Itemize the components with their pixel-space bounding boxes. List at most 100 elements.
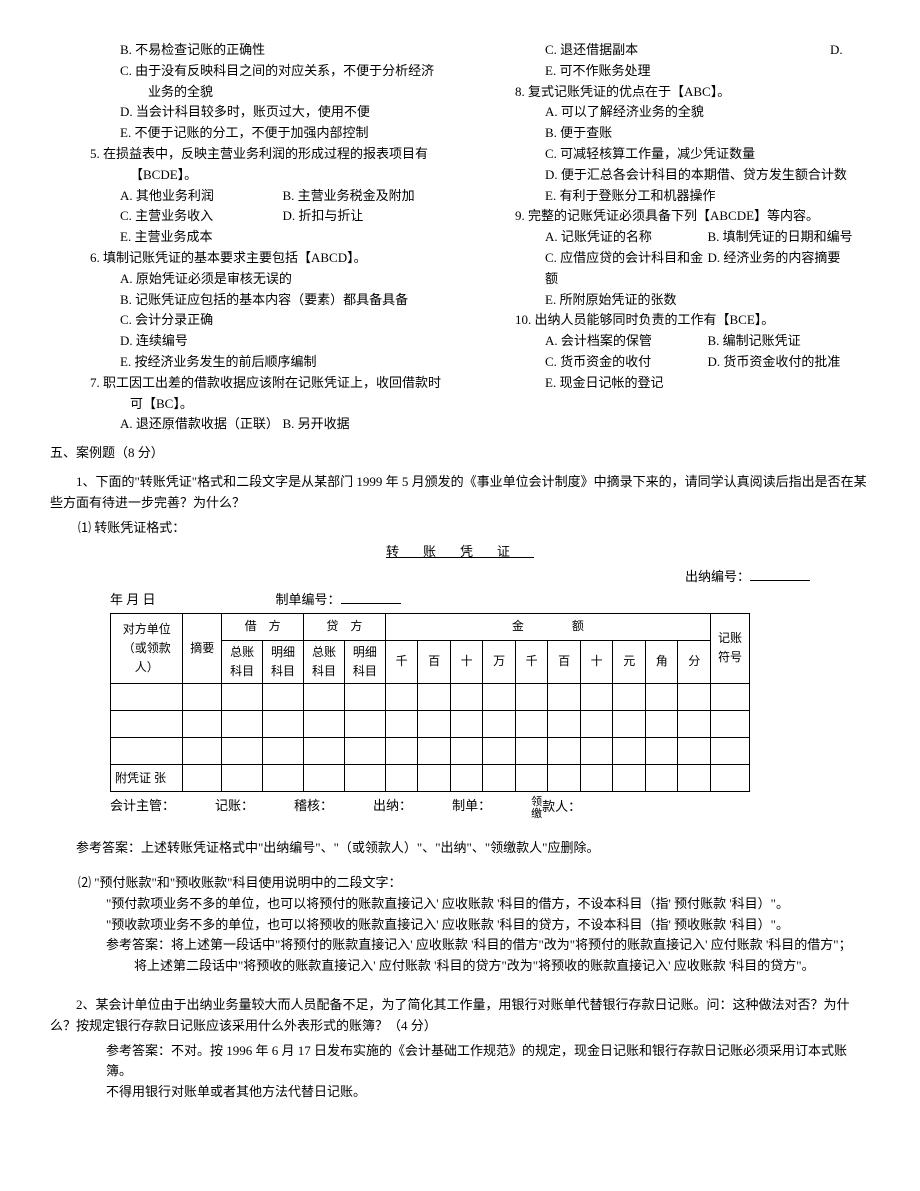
q4-opt-d: D. 当会计科目较多时，账页过大，使用不便 [50, 102, 445, 123]
th-credit-sub: 明细科目 [344, 640, 385, 683]
q4-opt-e: E. 不便于记账的分工，不便于加强内部控制 [50, 123, 445, 144]
case1-answer1: 参考答案：上述转账凭证格式中"出纳编号"、"（或领款人）"、"出纳"、"领缴款人… [50, 838, 870, 859]
th-shi: 十 [450, 640, 483, 683]
voucher-date-row: 年 月 日 制单编号： [110, 590, 810, 611]
q4-opt-b: B. 不易检查记账的正确性 [50, 40, 445, 61]
voucher-title: 转账凭证 [50, 542, 870, 563]
th-shi2: 十 [580, 640, 613, 683]
th-yuan: 元 [613, 640, 646, 683]
sign-row: 会计主管： 记账： 稽核： 出纳： 制单： 领缴款人： [110, 796, 810, 820]
case2-ans1: 参考答案：不对。按 1996 年 6 月 17 日发布实施的《会计基础工作规范》… [50, 1041, 870, 1083]
q9-a: A. 记账凭证的名称 [545, 227, 708, 248]
q5-stem: 5. 在损益表中，反映主营业务利润的形成过程的报表项目有【BCDE】。 [90, 144, 445, 186]
th-bai2: 百 [548, 640, 581, 683]
q4-opt-c: C. 由于没有反映科目之间的对应关系，不便于分析经济业务的全貌 [78, 61, 445, 103]
q10-row1: A. 会计档案的保管 B. 编制记账凭证 [475, 331, 870, 352]
q10-b: B. 编制记账凭证 [708, 331, 871, 352]
q6-b: B. 记账凭证应包括的基本内容（要素）都具备具备 [50, 290, 445, 311]
attach-cell: 附凭证 张 [111, 765, 183, 792]
th-amount: 金 额 [385, 613, 710, 640]
right-column: C. 退还借据副本 D. E. 可不作账务处理 8. 复式记账凭证的优点在于【A… [475, 40, 870, 435]
q6-d: D. 连续编号 [50, 331, 445, 352]
payee-bot: 缴 [531, 808, 542, 820]
q10-a: A. 会计档案的保管 [545, 331, 708, 352]
th-debit-gl: 总账科目 [222, 640, 263, 683]
q5-d: D. 折扣与折让 [283, 206, 446, 227]
th-jiao: 角 [645, 640, 678, 683]
th-debit: 借 方 [222, 613, 304, 640]
q7-d: D. [830, 40, 870, 61]
date-label: 年 月 日 [110, 590, 156, 611]
q5-e: E. 主营业务成本 [50, 227, 445, 248]
make-no-label: 制单编号： [276, 592, 341, 607]
sign-supervisor: 会计主管： [110, 796, 175, 820]
case1-text2a: "预付款项业务不多的单位，也可以将预付的账款直接记入' 应收账款 '科目的借方，… [50, 894, 870, 915]
q10-c: C. 货币资金的收付 [545, 352, 708, 373]
th-bai: 百 [418, 640, 451, 683]
th-debit-sub: 明细科目 [263, 640, 304, 683]
section-5-title: 五、案例题（8 分） [50, 443, 870, 464]
case1-text2b: "预收款项业务不多的单位，也可以将预收的账款直接记入' 应收账款 '科目的贷方，… [50, 915, 870, 936]
q9-row1: A. 记账凭证的名称 B. 填制凭证的日期和编号 [475, 227, 870, 248]
q6-e: E. 按经济业务发生的前后顺序编制 [50, 352, 445, 373]
q8-a: A. 可以了解经济业务的全貌 [475, 102, 870, 123]
case2-ans2: 不得用银行对账单或者其他方法代替日记账。 [50, 1082, 870, 1103]
q9-stem: 9. 完整的记账凭证必须具备下列【ABCDE】等内容。 [475, 206, 870, 227]
cashier-no-label: 出纳编号： [685, 569, 750, 584]
voucher-table-wrap: 对方单位（或领款人） 摘要 借 方 贷 方 金 额 记账符号 总账科目 明细科目… [110, 613, 870, 792]
q6-a: A. 原始凭证必须是审核无误的 [50, 269, 445, 290]
q8-e: E. 有利于登账分工和机器操作 [475, 186, 870, 207]
voucher-top-row: 出纳编号： [110, 567, 810, 588]
th-credit-gl: 总账科目 [304, 640, 345, 683]
case1-sub1: ⑴ 转账凭证格式： [50, 518, 870, 539]
q10-d: D. 货币资金收付的批准 [708, 352, 871, 373]
table-row [111, 738, 750, 765]
q9-d: D. 经济业务的内容摘要 [708, 248, 871, 290]
sign-bookkeeper: 记账： [215, 796, 254, 820]
q9-e: E. 所附原始凭证的张数 [475, 290, 870, 311]
q8-d: D. 便于汇总各会计科目的本期借、贷方发生额合计数 [475, 165, 870, 186]
q7-stem: 7. 职工因工出差的借款收据应该附在记账凭证上，收回借款时可【BC】。 [90, 373, 445, 415]
th-qian2: 千 [515, 640, 548, 683]
sign-payee: 领缴款人： [531, 796, 581, 820]
case1-stem: 1、下面的"转账凭证"格式和二段文字是从某部门 1999 年 5 月颁发的《事业… [50, 472, 870, 514]
q5-row2: C. 主营业务收入 D. 折扣与折让 [50, 206, 445, 227]
q8-c: C. 可减轻核算工作量，减少凭证数量 [475, 144, 870, 165]
case1-sub2: ⑵ "预付账款"和"预收账款"科目使用说明中的二段文字： [50, 873, 870, 894]
q9-c: C. 应借应贷的会计科目和金额 [545, 248, 708, 290]
sign-checker: 稽核： [294, 796, 333, 820]
payee-top: 领 [531, 796, 542, 808]
sign-cashier: 出纳： [373, 796, 412, 820]
q10-stem: 10. 出纳人员能够同时负责的工作有【BCE】。 [475, 310, 870, 331]
q8-stem: 8. 复式记账凭证的优点在于【ABC】。 [475, 82, 870, 103]
case2-stem: 2、某会计单位由于出纳业务量较大而人员配备不足，为了简化其工作量，用银行对账单代… [50, 995, 870, 1037]
payee-suffix: 款人： [542, 799, 581, 814]
th-counterparty: 对方单位（或领款人） [111, 613, 183, 683]
q6-stem: 6. 填制记账凭证的基本要求主要包括【ABCD】。 [50, 248, 445, 269]
th-wan: 万 [483, 640, 516, 683]
th-summary: 摘要 [183, 613, 222, 683]
q7-e: E. 可不作账务处理 [475, 61, 870, 82]
q5-row1: A. 其他业务利润 B. 主营业务税金及附加 [50, 186, 445, 207]
multi-choice-columns: B. 不易检查记账的正确性 C. 由于没有反映科目之间的对应关系，不便于分析经济… [50, 40, 870, 435]
th-credit: 贷 方 [304, 613, 386, 640]
q6-c: C. 会计分录正确 [50, 310, 445, 331]
q7-row2: C. 退还借据副本 D. [475, 40, 870, 61]
th-mark: 记账符号 [710, 613, 749, 683]
voucher-table: 对方单位（或领款人） 摘要 借 方 贷 方 金 额 记账符号 总账科目 明细科目… [110, 613, 750, 792]
table-row [111, 711, 750, 738]
q7-a: A. 退还原借款收据（正联） [120, 414, 283, 435]
q5-a: A. 其他业务利润 [120, 186, 283, 207]
q9-b: B. 填制凭证的日期和编号 [708, 227, 871, 248]
q10-row2: C. 货币资金的收付 D. 货币资金收付的批准 [475, 352, 870, 373]
q7-c: C. 退还借据副本 [545, 40, 830, 61]
sign-maker: 制单： [452, 796, 491, 820]
q9-row2: C. 应借应贷的会计科目和金额 D. 经济业务的内容摘要 [475, 248, 870, 290]
q8-b: B. 便于查账 [475, 123, 870, 144]
table-row [111, 684, 750, 711]
q5-c: C. 主营业务收入 [120, 206, 283, 227]
q7-row1: A. 退还原借款收据（正联） B. 另开收据 [50, 414, 445, 435]
q7-b: B. 另开收据 [283, 414, 446, 435]
left-column: B. 不易检查记账的正确性 C. 由于没有反映科目之间的对应关系，不便于分析经济… [50, 40, 445, 435]
case1-answer2b: 将上述第二段话中"将预收的账款直接记入' 应付账款 '科目的贷方"改为"将预收的… [134, 956, 870, 977]
